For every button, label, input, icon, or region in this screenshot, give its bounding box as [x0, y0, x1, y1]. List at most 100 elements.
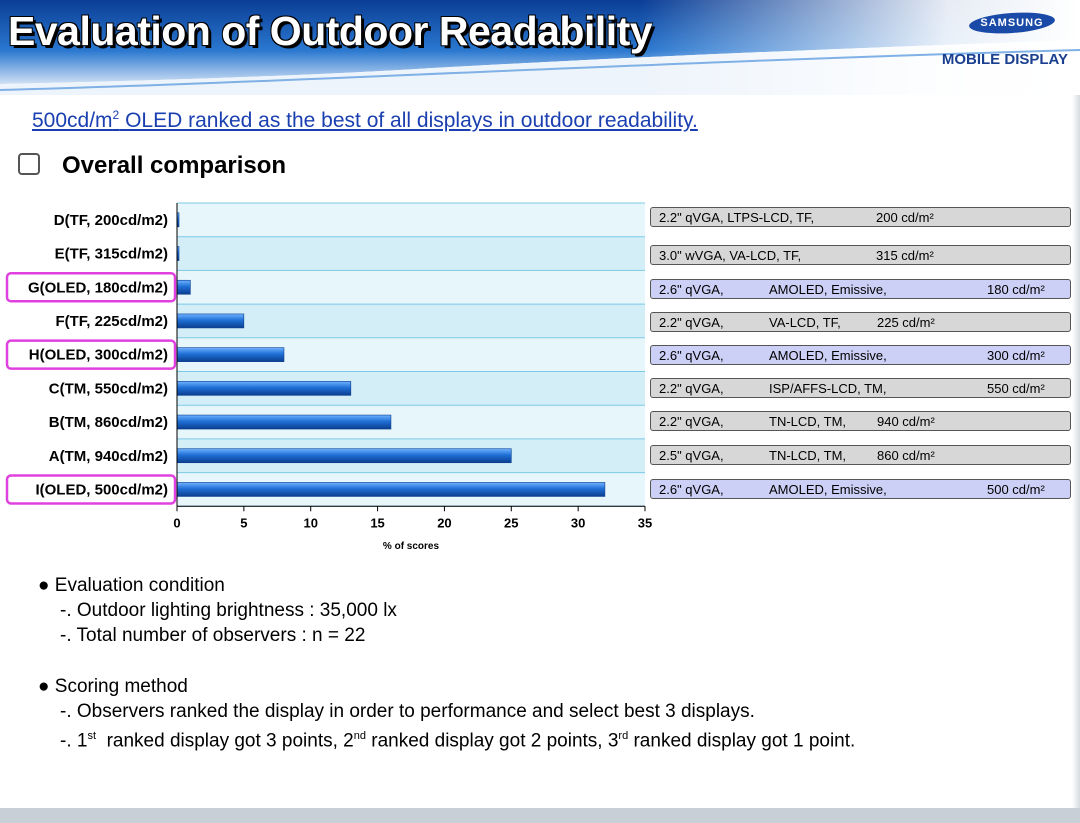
category-label: D(TF, 200cd/m2): [54, 212, 168, 229]
method-title: Scoring method: [54, 676, 188, 697]
spec-text: 550 cd/m²: [987, 381, 1045, 396]
category-label: F(TF, 225cd/m2): [55, 313, 168, 330]
bullet-icon: ●: [38, 676, 55, 697]
bar: [176, 381, 352, 396]
spec-text: VA-LCD, TF,: [769, 315, 841, 330]
bar: [176, 279, 191, 295]
spec-box: 2.2" qVGA, TN-LCD, TM, 940 cd/m²: [650, 411, 1071, 431]
x-tick-label: 35: [638, 515, 652, 530]
x-tick-label: 0: [173, 515, 180, 530]
bar: [176, 347, 285, 362]
category-labels: D(TF, 200cd/m2) E(TF, 315cd/m2) G(OLED, 18…: [28, 212, 168, 499]
spec-text: 200 cd/m²: [876, 210, 934, 225]
headline-pre: 500cd/m: [32, 109, 113, 132]
spec-text: AMOLED, Emissive,: [769, 282, 887, 297]
highlight-box: [5, 272, 177, 303]
bar: [176, 482, 606, 497]
spec-text: TN-LCD, TM,: [769, 414, 847, 429]
m2-b: ranked display got 3 points, 2: [96, 730, 354, 752]
bar: [176, 414, 392, 430]
condition-line-2: -. Total number of observers : n = 22: [60, 625, 366, 646]
section-heading: Overall comparison: [18, 152, 286, 180]
plot-bands: [177, 202, 645, 507]
spec-box: 2.6" qVGA, AMOLED, Emissive, 180 cd/m²: [650, 279, 1071, 299]
spec-box: 2.2" qVGA, LTPS-LCD, TF, 200 cd/m²: [650, 207, 1071, 227]
section-title: Overall comparison: [62, 152, 287, 179]
x-tick-label: 10: [303, 515, 317, 530]
m2-a-sup: st: [87, 730, 97, 742]
spec-text: 2.2" qVGA, LTPS-LCD, TF,: [659, 210, 815, 225]
spec-box: 2.5" qVGA, TN-LCD, TM, 860 cd/m²: [650, 445, 1071, 465]
spec-text: 940 cd/m²: [877, 414, 935, 429]
x-axis-label: % of scores: [383, 541, 440, 552]
condition-line-1: -. Outdoor lighting brightness : 35,000 …: [60, 600, 397, 621]
spec-text: AMOLED, Emissive,: [769, 482, 887, 497]
method-heading: ● Scoring method: [38, 674, 855, 699]
method-line-2: -. 1st ranked display got 3 points, 2nd …: [38, 724, 855, 753]
m2-c-sup: rd: [618, 730, 629, 742]
right-edge-shade: [1072, 95, 1080, 808]
logo-ellipse-icon: [969, 12, 1055, 34]
bar: [176, 313, 245, 329]
header-banner: Evaluation of Outdoor Readability SAMSUN…: [0, 0, 1080, 95]
spec-text: 225 cd/m²: [877, 315, 935, 330]
category-label: B(TM, 860cd/m2): [49, 414, 168, 431]
category-label: E(TF, 315cd/m2): [55, 246, 168, 263]
spec-text: ISP/AFFS-LCD, TM,: [769, 381, 887, 396]
bullet-icon: ●: [38, 575, 55, 596]
bar-chart: D(TF, 200cd/m2) E(TF, 315cd/m2) G(OLED, 18…: [5, 202, 652, 552]
x-tick-label: 30: [571, 515, 585, 530]
spec-text: 2.2" qVGA,: [659, 315, 724, 330]
spec-text: 2.6" qVGA,: [659, 482, 724, 497]
spec-text: 500 cd/m²: [987, 482, 1045, 497]
plot-band: [177, 236, 645, 271]
highlight-box: [5, 339, 177, 370]
spec-box: 3.0" wVGA, VA-LCD, TF, 315 cd/m²: [650, 245, 1071, 265]
spec-box: 2.2" qVGA, VA-LCD, TF, 225 cd/m²: [650, 312, 1071, 332]
highlight-boxes: [5, 272, 177, 505]
m2-d: ranked display got 1 point.: [628, 730, 856, 752]
category-label: G(OLED, 180cd/m2): [28, 279, 168, 296]
samsung-logo: SAMSUNG: [968, 12, 1056, 34]
bar: [176, 448, 512, 464]
spec-text: 180 cd/m²: [987, 282, 1045, 297]
method-line-1: -. Observers ranked the display in order…: [60, 701, 755, 722]
footer-bar: [0, 808, 1080, 823]
category-label: I(OLED, 500cd/m2): [35, 481, 168, 498]
x-tick-label: 5: [240, 515, 247, 530]
spec-text: 3.0" wVGA, VA-LCD, TF,: [659, 248, 802, 263]
spec-box: 2.6" qVGA, AMOLED, Emissive, 500 cd/m²: [650, 479, 1071, 499]
condition-heading: ● Evaluation condition: [38, 573, 855, 598]
logo-text: SAMSUNG: [980, 17, 1044, 29]
highlight-box: [5, 474, 177, 505]
spec-text: 300 cd/m²: [987, 348, 1045, 363]
x-axis: 0 5 10 15 20 25 30 35: [173, 203, 652, 530]
spec-text: TN-LCD, TM,: [769, 448, 847, 463]
x-tick-label: 20: [437, 515, 451, 530]
m2-b-sup: nd: [353, 730, 366, 742]
checkbox-icon: [18, 153, 40, 175]
spec-text: AMOLED, Emissive,: [769, 348, 887, 363]
page-title: Evaluation of Outdoor Readability: [8, 8, 653, 54]
bars: [176, 212, 606, 497]
spacer: [38, 648, 855, 674]
x-tick-label: 25: [504, 515, 518, 530]
plot-band: [177, 304, 645, 338]
plot-band: [177, 270, 645, 305]
condition-title: Evaluation condition: [54, 575, 225, 596]
spec-box: 2.2" qVGA, ISP/AFFS-LCD, TM, 550 cd/m²: [650, 378, 1071, 398]
spec-text: 2.6" qVGA,: [659, 348, 724, 363]
headline: 500cd/m2 OLED ranked as the best of all …: [32, 108, 698, 133]
headline-sup: 2: [112, 108, 120, 122]
plot-band: [177, 203, 645, 237]
m2-c: ranked display got 2 points, 3: [365, 730, 619, 752]
m2-a: -. 1: [60, 730, 88, 752]
division-label: MOBILE DISPLAY: [941, 51, 1068, 68]
notes: ● Evaluation condition -. Outdoor lighti…: [38, 573, 855, 753]
spec-text: 2.2" qVGA,: [659, 381, 724, 396]
spec-text: 2.5" qVGA,: [659, 448, 724, 463]
headline-post: OLED ranked as the best of all displays …: [119, 109, 698, 132]
category-label: H(OLED, 300cd/m2): [29, 347, 168, 364]
category-label: C(TM, 550cd/m2): [49, 380, 168, 397]
spec-text: 2.6" qVGA,: [659, 282, 724, 297]
